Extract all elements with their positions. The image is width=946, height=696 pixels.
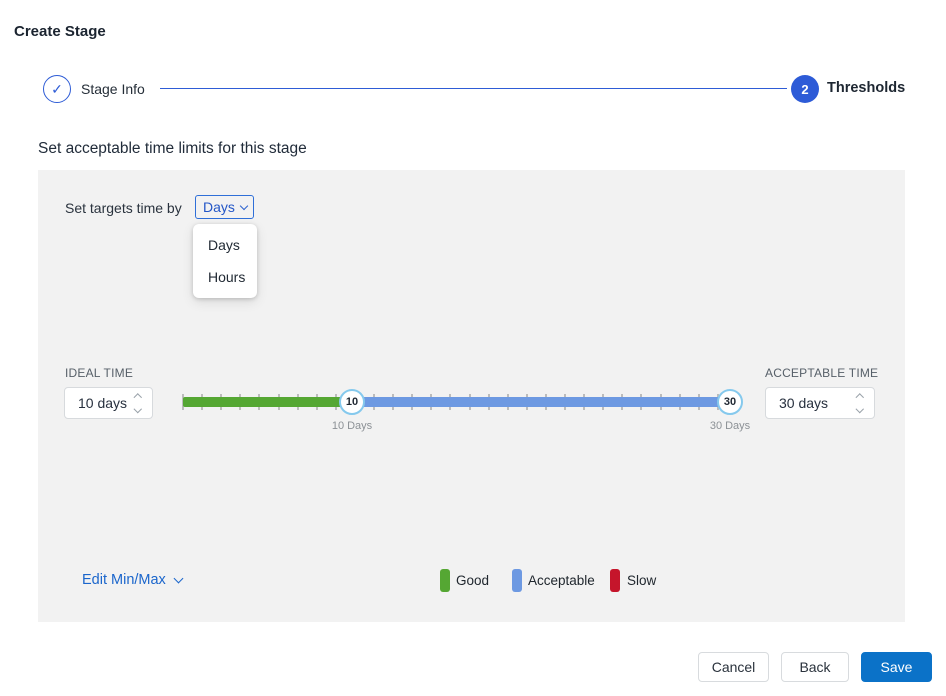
time-unit-selected: Days <box>203 199 235 215</box>
slider-handle-ideal[interactable]: 10 <box>339 389 365 415</box>
step-thresholds[interactable]: 2 <box>791 75 819 103</box>
section-heading: Set acceptable time limits for this stag… <box>38 140 307 157</box>
stepper-up-icon[interactable] <box>856 393 864 402</box>
slider-handle-ideal-value: 10 <box>345 396 359 408</box>
chevron-down-icon <box>173 573 184 583</box>
chevron-down-icon <box>239 201 249 210</box>
slider-handle-acceptable[interactable]: 30 <box>717 389 743 415</box>
stepper-connector-line <box>160 88 787 89</box>
acceptable-time-label: ACCEPTABLE TIME <box>765 366 879 380</box>
acceptable-time-value: 30 days <box>779 395 829 411</box>
time-unit-dropdown[interactable]: Days <box>195 195 254 219</box>
set-targets-label: Set targets time by <box>65 200 182 216</box>
edit-minmax-link[interactable]: Edit Min/Max <box>82 572 184 588</box>
save-button[interactable]: Save <box>861 652 932 682</box>
ideal-time-value: 10 days <box>78 395 128 411</box>
legend-label-slow: Slow <box>627 573 657 588</box>
slider-segment-good <box>183 397 352 407</box>
check-icon: ✓ <box>51 80 63 97</box>
legend-swatch-good <box>440 569 450 592</box>
legend-label-good: Good <box>456 573 490 588</box>
slider-label-acceptable: 30 Days <box>709 420 751 432</box>
menu-item-hours[interactable]: Hours <box>208 269 246 285</box>
time-range-slider[interactable]: 10 30 10 Days 30 Days <box>182 389 750 435</box>
slider-label-ideal: 10 Days <box>331 420 373 432</box>
ideal-time-input[interactable]: 10 days <box>64 387 153 419</box>
edit-minmax-label: Edit Min/Max <box>82 572 166 588</box>
page-title: Create Stage <box>14 23 106 40</box>
acceptable-time-stepper <box>855 388 865 418</box>
legend-label-acceptable: Acceptable <box>528 573 595 588</box>
acceptable-time-input[interactable]: 30 days <box>765 387 875 419</box>
step-stage-info[interactable]: ✓ <box>43 75 71 103</box>
ideal-time-stepper <box>133 388 143 418</box>
slider-segment-acceptable <box>352 397 737 407</box>
legend-swatch-acceptable <box>512 569 522 592</box>
back-button[interactable]: Back <box>781 652 849 682</box>
time-unit-menu: Days Hours <box>193 224 257 298</box>
slider-handle-acceptable-value: 30 <box>723 396 737 408</box>
cancel-button[interactable]: Cancel <box>698 652 769 682</box>
stepper-down-icon[interactable] <box>856 404 864 413</box>
step-stage-info-label: Stage Info <box>81 81 145 97</box>
legend-swatch-slow <box>610 569 620 592</box>
stepper-down-icon[interactable] <box>134 404 142 413</box>
step-number: 2 <box>801 81 809 97</box>
step-thresholds-label: Thresholds <box>827 80 906 96</box>
menu-item-days[interactable]: Days <box>208 237 240 253</box>
thresholds-panel: Set targets time by Days Days Hours IDEA… <box>38 170 905 622</box>
stepper-up-icon[interactable] <box>134 393 142 402</box>
ideal-time-label: IDEAL TIME <box>65 366 134 380</box>
